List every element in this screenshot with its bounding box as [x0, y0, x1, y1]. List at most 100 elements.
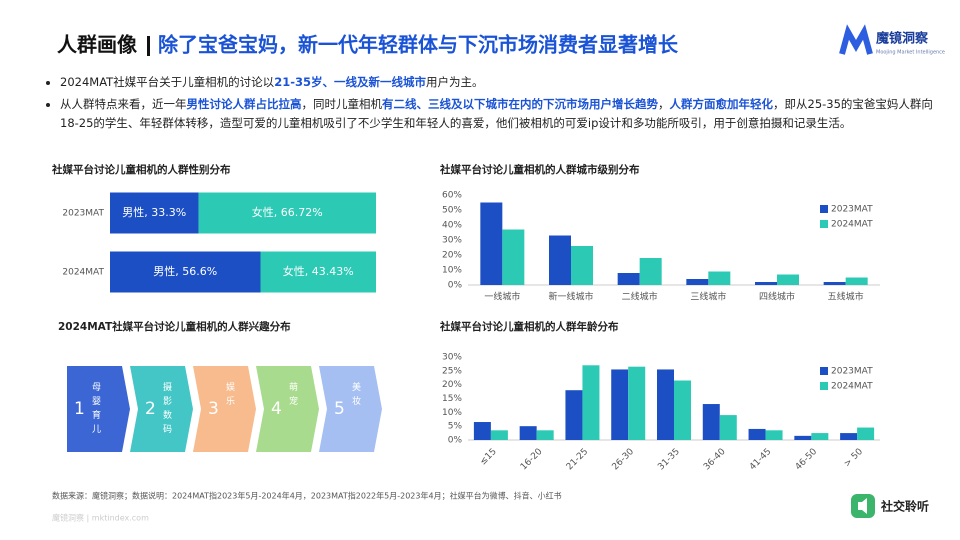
- bar: [811, 433, 829, 440]
- data-label: 男性, 33.3%: [122, 205, 186, 219]
- bar: [674, 380, 691, 440]
- site-note: 魔镜洞察 | mktindex.com: [52, 513, 149, 523]
- flow-step: [256, 366, 319, 452]
- bar: [565, 390, 583, 440]
- y-tick-label: 5%: [448, 422, 463, 432]
- step-number: 3: [208, 399, 219, 419]
- x-tick-label: 新一线城市: [548, 291, 593, 303]
- bar: [617, 273, 640, 285]
- highlight-text: 人群方面愈加年轻化: [669, 97, 774, 111]
- data-label: 男性, 56.6%: [153, 264, 217, 278]
- bar: [755, 282, 777, 285]
- bar: [639, 258, 662, 285]
- bar: [611, 369, 629, 440]
- bullet-list: 2024MAT社媒平台关于儿童相机的讨论以21-35岁、一线及新一线城市用户为主…: [36, 73, 950, 136]
- bar: [473, 422, 491, 440]
- flow-step: [67, 366, 130, 452]
- y-tick-label: 25%: [442, 366, 462, 376]
- highlight-text: 男性讨论人群占比拉高: [186, 97, 302, 111]
- bar: [845, 277, 868, 285]
- y-tick-label: 30%: [442, 353, 462, 363]
- x-tick-label: 26-30: [611, 447, 637, 473]
- bar: [571, 246, 593, 285]
- x-tick-label: 21-25: [565, 447, 591, 473]
- y-tick-label: 10%: [442, 266, 462, 276]
- y-tick-label: 30%: [442, 236, 462, 246]
- highlight-text: 21-35岁、一线及新一线城市: [274, 75, 426, 89]
- bar: [490, 430, 508, 440]
- chart-title: 社媒平台讨论儿童相机的人群性别分布: [51, 163, 231, 176]
- x-tick-label: 一线城市: [484, 291, 520, 303]
- y-tick-label: 50%: [442, 206, 462, 216]
- badge-speaker: [858, 498, 867, 514]
- bar-segment: [260, 251, 376, 293]
- x-tick-label: 31-35: [656, 447, 682, 473]
- y-tick-label: 0%: [448, 436, 463, 446]
- bar: [628, 366, 646, 440]
- logo-subtext: Moojing Market Intelligence: [876, 50, 945, 56]
- logo-icon: [839, 24, 873, 55]
- data-label: 女性, 66.72%: [252, 205, 323, 219]
- y-tick-label: 2023MAT: [62, 209, 104, 219]
- bar: [502, 229, 525, 285]
- chart-title: 社媒平台讨论儿童相机的人群年龄分布: [439, 320, 619, 333]
- step-label: 美妆: [350, 381, 361, 410]
- flow-step: [193, 366, 256, 452]
- bar: [840, 433, 858, 440]
- bar: [686, 279, 709, 285]
- badge-text: 社交聆听: [880, 499, 929, 514]
- x-tick-label: 四线城市: [759, 291, 795, 303]
- bar: [702, 404, 720, 440]
- legend-swatch: [820, 205, 828, 213]
- step-number: 5: [334, 399, 345, 419]
- bar: [777, 274, 799, 285]
- step-label: 娱乐: [224, 381, 235, 410]
- bullet: 2024MAT社媒平台关于儿童相机的讨论以21-35岁、一线及新一线城市用户为主…: [60, 73, 950, 92]
- bar: [480, 202, 503, 285]
- divider: [147, 36, 150, 56]
- bar-segment: [198, 192, 376, 234]
- flow-step: [130, 366, 193, 452]
- bullet-text: ，即从25-35的宝爸宝妈人群向18-25的学生、年轻群体转移，造型可爱的儿童相…: [60, 97, 933, 130]
- y-tick-label: 15%: [442, 394, 462, 404]
- step-number: 4: [271, 399, 282, 419]
- bar: [748, 428, 766, 440]
- bar: [823, 282, 846, 285]
- step-label: 摄影数码: [161, 381, 172, 438]
- step-label: 萌宠: [287, 381, 298, 410]
- x-tick-label: 二线城市: [622, 291, 658, 303]
- bar: [719, 415, 737, 440]
- bar: [794, 435, 812, 440]
- bar-segment: [110, 192, 199, 234]
- y-tick-label: 20%: [442, 251, 462, 261]
- data-label: 女性, 43.43%: [283, 264, 354, 278]
- bar: [857, 427, 875, 440]
- y-tick-label: 20%: [442, 380, 462, 390]
- bar-segment: [110, 251, 261, 293]
- bar: [536, 430, 554, 440]
- logo-text: 魔镜洞察: [876, 31, 929, 47]
- y-tick-label: 60%: [442, 191, 462, 201]
- step-label: 母婴育儿: [90, 382, 101, 438]
- x-tick-label: 五线城市: [828, 291, 864, 303]
- step-number: 1: [74, 399, 85, 419]
- header-tag: 人群画像: [57, 33, 138, 57]
- bullet: 从人群特点来看，近一年男性讨论人群占比拉高，同时儿童相机有二线、三线及以下城市在…: [60, 95, 950, 133]
- bar: [519, 426, 537, 440]
- legend-swatch: [820, 382, 828, 390]
- x-tick-label: > 50: [842, 447, 865, 470]
- step-number: 2: [145, 399, 156, 419]
- bar: [582, 365, 600, 440]
- bar: [708, 271, 731, 285]
- x-tick-label: 46-50: [794, 447, 820, 473]
- legend-label: 2023MAT: [831, 367, 873, 377]
- flow-step: [319, 366, 382, 452]
- bullet-text: 从人群特点来看，近一年: [60, 97, 187, 111]
- bar: [549, 235, 571, 285]
- header-title: 除了宝爸宝妈，新一代年轻群体与下沉市场消费者显著增长: [158, 33, 679, 57]
- x-tick-label: ≤15: [478, 447, 499, 468]
- chart-title: 社媒平台讨论儿童相机的人群城市级别分布: [439, 163, 640, 176]
- y-tick-label: 10%: [442, 408, 462, 418]
